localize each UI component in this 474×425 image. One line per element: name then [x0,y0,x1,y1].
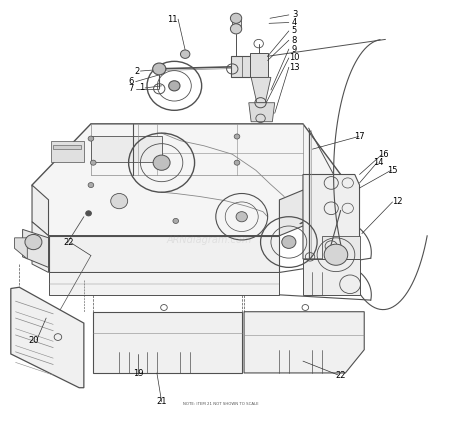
Polygon shape [322,236,359,259]
Polygon shape [251,77,271,103]
Text: 4: 4 [292,18,297,27]
Polygon shape [48,236,279,272]
Circle shape [111,193,128,209]
Polygon shape [279,175,341,236]
Text: 8: 8 [292,36,297,45]
Circle shape [153,63,166,75]
Polygon shape [23,230,48,267]
Polygon shape [32,124,341,236]
Polygon shape [48,272,279,295]
Polygon shape [51,141,84,162]
Polygon shape [232,20,241,27]
Text: 11: 11 [167,14,178,24]
Polygon shape [250,53,268,77]
Polygon shape [15,238,27,259]
Text: 17: 17 [354,132,365,141]
Circle shape [153,155,170,170]
Text: 14: 14 [373,158,383,167]
Circle shape [86,211,91,216]
Text: NOTE: ITEM 21 NOT SHOWN TO SCALE: NOTE: ITEM 21 NOT SHOWN TO SCALE [183,402,258,406]
Text: 20: 20 [28,335,39,345]
Circle shape [282,236,296,248]
Text: 6: 6 [129,77,134,86]
Circle shape [88,182,94,187]
Circle shape [173,218,179,224]
Circle shape [230,13,242,23]
Circle shape [91,160,96,165]
Polygon shape [91,136,162,162]
Text: 2: 2 [134,67,139,76]
Circle shape [181,50,190,58]
Circle shape [25,235,42,249]
Text: 7: 7 [129,84,134,94]
Text: 16: 16 [378,150,388,159]
Text: 22: 22 [63,238,73,247]
Circle shape [234,160,240,165]
Polygon shape [11,287,84,388]
Circle shape [230,24,242,34]
Polygon shape [303,175,359,259]
Circle shape [169,81,180,91]
Text: 22: 22 [336,371,346,380]
Polygon shape [231,56,251,77]
Circle shape [88,136,94,141]
Text: 12: 12 [392,198,402,207]
Polygon shape [303,259,359,295]
Circle shape [234,134,240,139]
Text: 10: 10 [289,54,300,62]
Polygon shape [32,185,48,236]
Polygon shape [32,222,48,272]
Text: 1: 1 [139,83,145,93]
Polygon shape [53,145,82,149]
Text: 5: 5 [292,26,297,35]
Polygon shape [244,312,364,373]
Text: 19: 19 [133,369,143,378]
Text: 13: 13 [289,63,300,72]
Text: 3: 3 [292,10,297,20]
Text: ARNdiagram.com: ARNdiagram.com [166,235,251,245]
Polygon shape [249,103,275,122]
Polygon shape [93,312,242,373]
Text: 15: 15 [387,166,398,175]
Circle shape [324,244,348,265]
Circle shape [236,212,247,222]
Text: 9: 9 [292,45,297,54]
Text: 21: 21 [156,397,167,406]
